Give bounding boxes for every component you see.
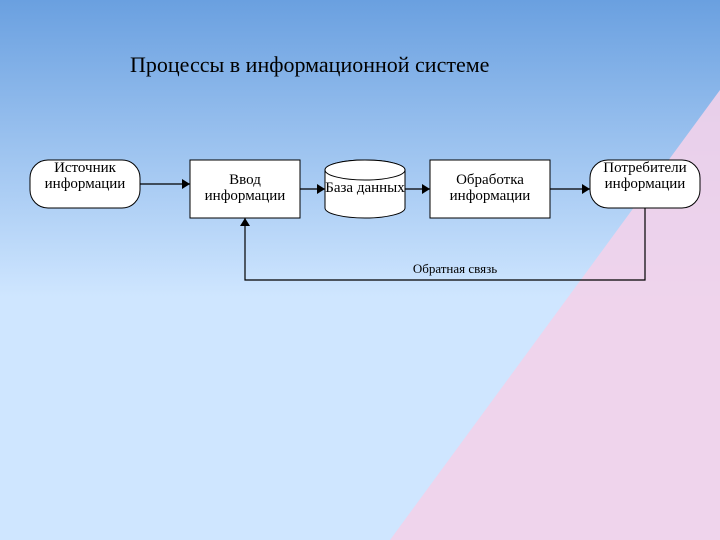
node-consumer: Потребители информации xyxy=(590,146,700,208)
node-input: Ввод информации xyxy=(190,160,300,218)
node-db: База данных xyxy=(325,160,405,218)
node-input-label: Ввод информации xyxy=(190,173,300,205)
node-source: Источник информации xyxy=(30,146,140,208)
node-process: Обработка информации xyxy=(430,160,550,218)
diagram-shapes xyxy=(0,0,720,540)
background xyxy=(0,0,720,540)
node-source-label: Источник информации xyxy=(30,161,140,193)
node-consumer-label: Потребители информации xyxy=(590,161,700,193)
node-process-label: Обработка информации xyxy=(430,173,550,205)
feedback-label: Обратная связь xyxy=(385,261,525,277)
node-db-label: База данных xyxy=(325,181,405,197)
diagram-title: Процессы в информационной системе xyxy=(130,52,489,78)
